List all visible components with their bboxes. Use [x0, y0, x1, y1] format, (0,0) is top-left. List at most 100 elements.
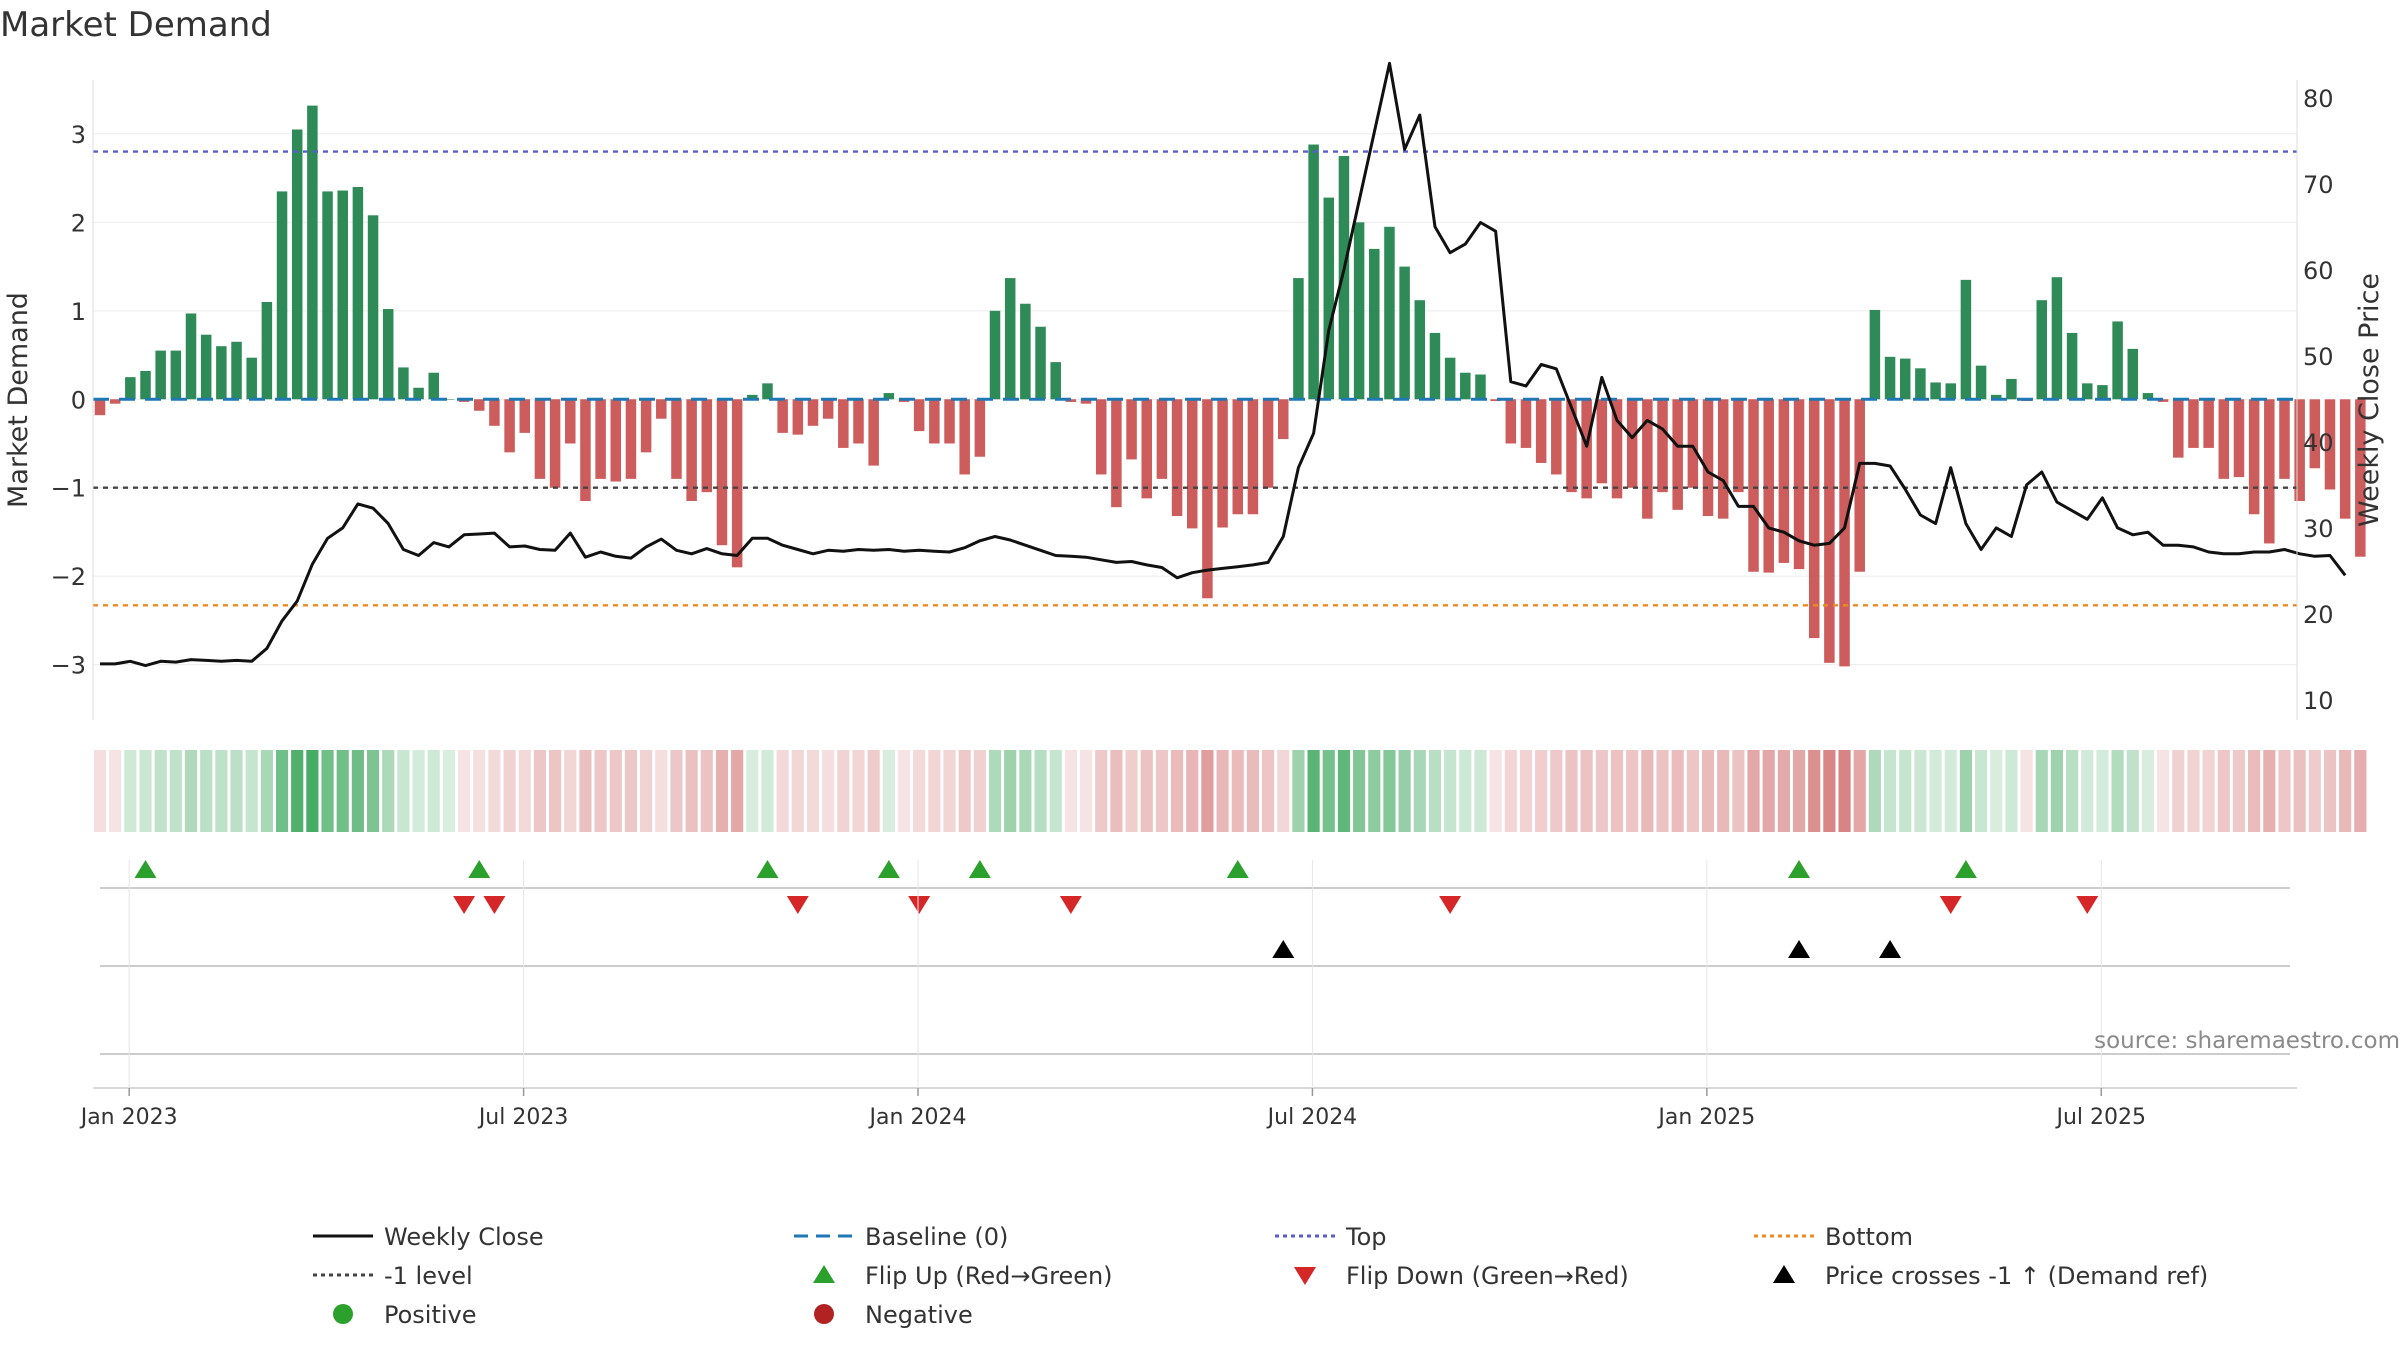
chart-title: Market Demand: [0, 5, 272, 45]
heat-cell: [624, 750, 638, 832]
legend-swatch: [333, 1304, 353, 1324]
heat-cell: [1868, 750, 1881, 832]
heat-cell: [260, 750, 273, 832]
demand-bar: [2309, 399, 2321, 469]
flip-up-marker: [1788, 860, 1811, 878]
demand-bar: [1626, 399, 1638, 488]
demand-bars: [94, 105, 2366, 667]
legend-label: -1 level: [384, 1262, 473, 1290]
heat-cell: [2172, 750, 2185, 832]
heat-cell: [1671, 750, 1684, 832]
demand-bar: [2097, 385, 2108, 400]
demand-bar: [974, 399, 986, 457]
y-right-tick-label: 20: [2303, 601, 2334, 629]
demand-bar: [1535, 399, 1547, 463]
demand-bar: [504, 399, 515, 453]
demand-bar: [1429, 332, 1441, 400]
x-tick-label: Jan 2025: [1656, 1105, 1755, 1130]
heat-cell: [109, 750, 122, 832]
demand-bar: [2142, 393, 2154, 400]
demand-bar: [1930, 382, 1941, 400]
demand-bar: [428, 372, 439, 400]
x-tick-label: Jan 2024: [868, 1105, 967, 1130]
demand-bar: [1702, 399, 1714, 517]
heat-cell: [1413, 750, 1426, 832]
demand-bar: [1793, 399, 1805, 570]
demand-bar: [1384, 226, 1395, 400]
demand-bar: [1278, 399, 1289, 440]
heat-cell: [1565, 750, 1578, 832]
demand-bar: [2203, 399, 2214, 448]
demand-bar: [1171, 399, 1183, 517]
heat-cell: [275, 750, 289, 832]
price-cross-marker: [1272, 940, 1295, 958]
heat-cell: [169, 750, 182, 832]
heat-cell: [473, 750, 486, 832]
flip-up-marker: [877, 860, 900, 878]
demand-bar: [1247, 399, 1259, 515]
heat-cell: [321, 750, 334, 832]
demand-bar: [231, 341, 242, 400]
demand-bar: [140, 370, 151, 400]
x-axis: Jan 2023 Jul 2023 Jan 2024 Jul 2024 Jan 2025…: [79, 860, 2297, 1130]
heat-cell: [670, 750, 683, 832]
demand-bar: [1611, 399, 1623, 499]
heat-cell: [1444, 750, 1457, 832]
demand-bar: [2264, 399, 2275, 544]
demand-bar: [1945, 383, 1956, 400]
heat-cell: [2263, 750, 2276, 832]
demand-bar: [1202, 399, 1213, 599]
heat-cell: [1944, 750, 1957, 832]
demand-bar: [929, 399, 940, 444]
right-axis-label: Weekly Close Price: [2354, 273, 2385, 527]
demand-bar: [1884, 356, 1896, 400]
heat-cell: [1049, 750, 1062, 832]
heat-cell: [943, 750, 956, 832]
heat-cell: [124, 750, 137, 832]
heat-cell: [1474, 750, 1487, 832]
demand-bar: [413, 387, 424, 400]
demand-bar: [1141, 399, 1152, 499]
demand-bar: [2294, 399, 2305, 501]
flip-down-marker: [453, 896, 476, 914]
legend-label: Positive: [384, 1301, 477, 1329]
heat-cell: [761, 750, 774, 832]
heat-cell: [184, 750, 198, 832]
heat-cell: [139, 750, 152, 832]
demand-bar: [1657, 399, 1668, 493]
demand-bar: [2324, 399, 2336, 490]
heat-cell: [1853, 750, 1866, 832]
demand-bar: [792, 399, 804, 435]
demand-bar: [686, 399, 697, 501]
heat-cell: [2293, 750, 2306, 832]
demand-bar: [352, 186, 364, 400]
demand-bar: [1490, 399, 1501, 402]
heat-cell: [1792, 750, 1806, 832]
heat-cell: [336, 750, 349, 832]
heat-cell: [776, 750, 789, 832]
heat-cell: [1155, 750, 1168, 832]
heat-cell: [457, 750, 471, 832]
demand-bar: [2006, 378, 2017, 400]
demand-bar: [216, 346, 227, 400]
demand-bar: [625, 399, 637, 479]
heat-cell: [1034, 750, 1047, 832]
heat-cell: [1883, 750, 1897, 832]
flip-up-marker: [134, 860, 157, 878]
heat-cell: [2278, 750, 2291, 832]
heat-cell: [1079, 750, 1093, 832]
demand-bar: [1323, 197, 1335, 400]
heat-cell: [913, 750, 926, 832]
heat-cell: [1459, 750, 1472, 832]
demand-bar: [868, 399, 879, 466]
heat-cell: [2126, 750, 2139, 832]
heat-cell: [2050, 750, 2064, 832]
price-line-layer: [100, 61, 2347, 668]
heat-cell: [549, 750, 562, 832]
y-right-tick-label: 60: [2303, 257, 2334, 285]
heat-cell: [1170, 750, 1184, 832]
heat-cell: [245, 750, 258, 832]
heat-cell: [1747, 750, 1760, 832]
heat-cell: [579, 750, 592, 832]
heat-cell: [1262, 750, 1275, 832]
